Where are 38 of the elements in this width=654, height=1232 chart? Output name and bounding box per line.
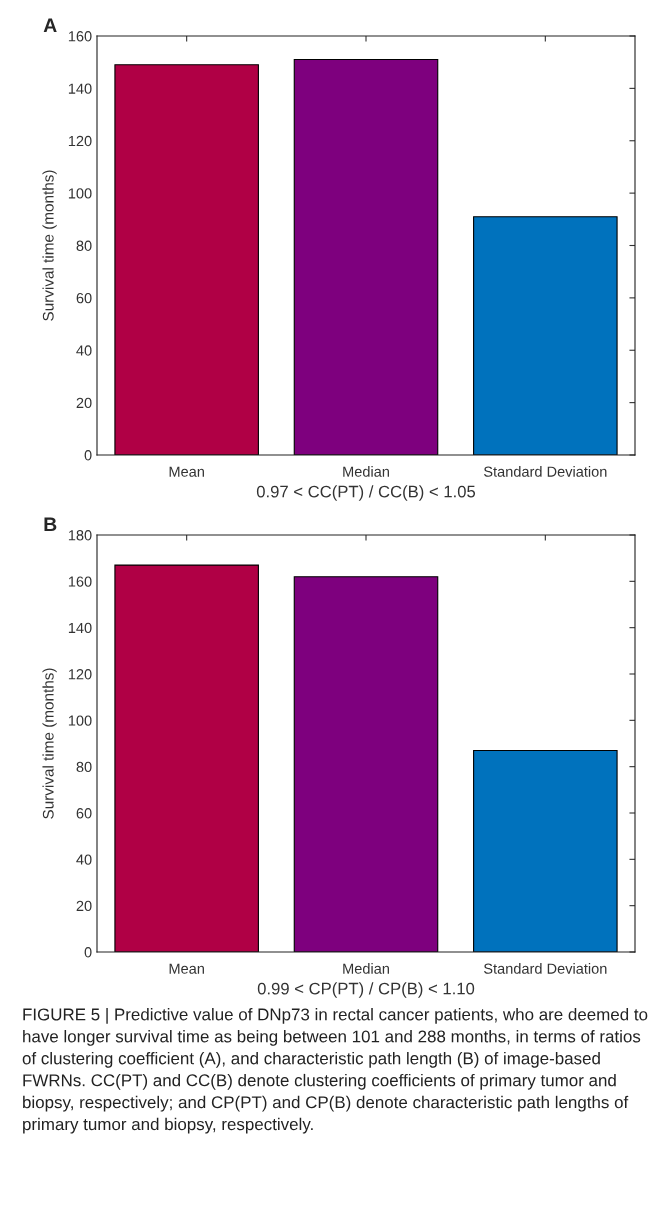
chart-title: A [43, 18, 57, 32]
bar [293, 59, 439, 455]
caption: FIGURE 5 | Predictive value of DNp73 in rectal cancer patients, who are deemed to have longer survival time as being between 101 and 288 months, in terms of ratios of clustering coefficient (A), and characteristic path length (B) of image-based FWRNs. CC(PT) and CC(B) denote clustering coefficients of primary tumor and biopsy, respectively; and CP(PT) and CP(B) denote characteristic path lengths of primary tumor and biopsy, respectively. [22, 1008, 648, 1134]
y-tick-label: 60 [76, 808, 92, 819]
x-tick-label: Mean [169, 466, 204, 477]
y-tick-label: 80 [76, 761, 92, 773]
y-tick-label: 40 [76, 345, 92, 356]
x-axis-title: 0.97 < CC(PT) / CC(B) < 1.05 [256, 485, 476, 501]
bar [114, 564, 259, 952]
y-tick-label: 100 [68, 715, 92, 726]
y-tick-label: 60 [76, 292, 92, 304]
y-tick-label: 0 [84, 947, 92, 958]
y-tick-label: 100 [68, 188, 92, 199]
bar [114, 64, 259, 455]
y-tick-label: 20 [76, 900, 92, 912]
y-tick-label: 140 [68, 83, 92, 94]
y-axis-title: Survival time (months) [42, 668, 57, 819]
y-tick-label: 180 [68, 530, 92, 541]
y-tick-label: 120 [68, 135, 92, 147]
x-axis-title: 0.99 < CP(PT) / CP(B) < 1.10 [257, 982, 475, 998]
y-tick-label: 140 [68, 622, 92, 634]
bar [293, 576, 439, 952]
x-tick-label: Median [343, 466, 389, 477]
y-tick-label: 160 [68, 576, 92, 587]
y-tick-label: 160 [68, 31, 92, 42]
y-tick-label: 120 [68, 669, 92, 680]
x-tick-label: Median [343, 963, 389, 974]
x-tick-label: Standard Deviation [483, 963, 607, 974]
x-tick-label: Mean [169, 963, 204, 974]
bar [473, 216, 618, 455]
y-tick-label: 80 [76, 240, 92, 251]
bar [473, 749, 618, 952]
chart-title: B [44, 517, 57, 531]
y-tick-label: 40 [76, 854, 92, 865]
x-tick-label: Standard Deviation [483, 466, 607, 477]
y-tick-label: 0 [84, 450, 92, 461]
y-axis-title: Survival time (months) [42, 170, 57, 321]
y-tick-label: 20 [76, 397, 92, 409]
